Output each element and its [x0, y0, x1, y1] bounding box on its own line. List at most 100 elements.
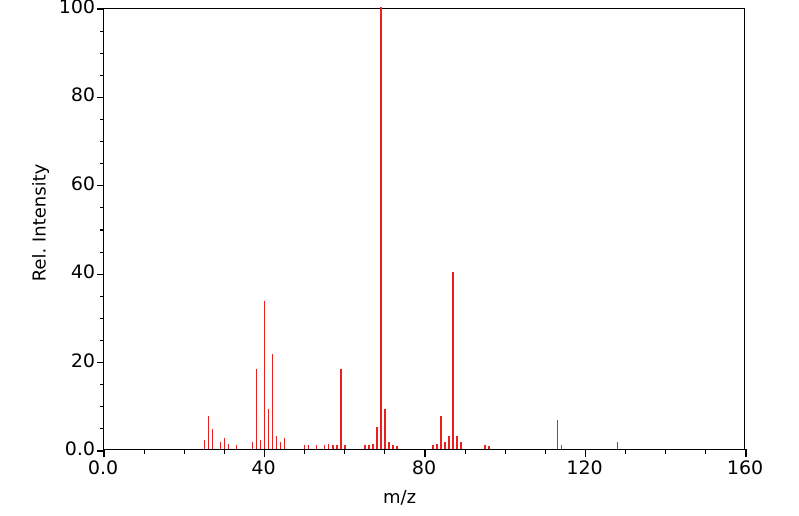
spectrum-peak [211, 429, 214, 449]
y-axis-tick-minor [100, 30, 104, 32]
x-axis-tick-major [103, 449, 105, 457]
spectrum-peak [343, 444, 346, 449]
spectrum-peak [448, 435, 450, 449]
x-axis-tick-minor [504, 449, 506, 454]
spectrum-peak [440, 415, 442, 449]
y-axis-tick-minor [100, 229, 104, 231]
y-axis-tick-major [97, 273, 104, 275]
y-axis-tick-minor [100, 295, 104, 297]
spectrum-peak [235, 445, 238, 449]
spectrum-peak [456, 435, 458, 449]
spectrum-peak [263, 300, 266, 449]
spectrum-peak [335, 445, 338, 449]
y-axis-tick-label: 0.0 [64, 438, 95, 460]
spectrum-peak [376, 426, 378, 449]
y-axis-title-container: Rel. Intensity [18, 0, 51, 460]
x-axis-tick-label: 80 [411, 457, 437, 479]
spectrum-peak [327, 443, 330, 449]
spectrum-peak [364, 445, 366, 449]
spectrum-peak [251, 442, 254, 449]
y-axis-tick-minor [100, 207, 104, 209]
spectrum-peak [368, 444, 370, 449]
x-axis-tick-minor [183, 449, 185, 454]
spectrum-peak [279, 442, 282, 449]
spectrum-peak [396, 446, 398, 449]
y-axis-tick-minor [100, 428, 104, 430]
spectrum-peak [255, 369, 258, 449]
spectrum-peak [307, 444, 310, 449]
spectrum-peak [339, 369, 342, 449]
x-axis-tick-minor [625, 449, 627, 454]
spectrum-peak [452, 272, 454, 449]
spectrum-peak [275, 435, 278, 449]
x-axis-tick-minor [705, 449, 707, 454]
spectrum-peak [227, 443, 230, 449]
spectrum-peak [384, 409, 386, 449]
y-axis-tick-minor [100, 339, 104, 342]
y-axis-labels: 0.0 20 40 60 80 100 [0, 0, 95, 516]
y-axis-tick-label: 20 [70, 349, 95, 372]
y-axis-tick-minor [100, 251, 104, 253]
y-axis-tick-minor [100, 384, 104, 386]
y-axis-title: Rel. Intensity [29, 163, 51, 282]
y-axis-tick-major [97, 96, 104, 99]
spectrum-peak [283, 437, 286, 449]
y-axis-tick-label: 40 [70, 261, 95, 284]
y-axis-tick-major [97, 8, 104, 10]
y-axis-tick-major [97, 450, 104, 452]
x-axis-tick-minor [143, 449, 145, 454]
spectrum-peak [488, 446, 490, 449]
y-axis-tick-minor [100, 118, 104, 121]
spectrum-peak [315, 445, 318, 449]
y-axis-tick-minor [100, 141, 104, 143]
x-axis-tick-major [424, 449, 426, 457]
y-axis-tick-minor [100, 163, 104, 165]
x-axis-tick-label: 120 [566, 457, 603, 479]
spectrum-peak [372, 443, 374, 449]
x-axis-tick-minor [665, 449, 667, 454]
y-axis-tick-minor [100, 74, 104, 76]
x-axis-tick-major [263, 449, 266, 457]
y-axis-tick-label: 100 [58, 0, 95, 18]
y-axis-tick-minor [100, 317, 104, 319]
x-axis-tick-minor [223, 449, 225, 454]
y-axis-tick-minor [100, 406, 104, 408]
spectrum-peak [460, 442, 462, 449]
spectrum-peak [444, 442, 446, 449]
x-axis-tick-label: 160 [726, 457, 764, 479]
spectrum-peak [432, 445, 434, 449]
spectrum-peak [380, 7, 382, 449]
spectrum-peak [323, 444, 326, 449]
spectrum-peak [392, 445, 394, 449]
x-axis-tick-minor [304, 449, 306, 454]
x-axis-tick-minor [464, 449, 466, 454]
x-axis-tick-label: 0.0 [87, 457, 119, 479]
spectrum-peak [203, 440, 206, 449]
spectrum-peak [303, 445, 306, 449]
spectrum-peak [223, 437, 226, 449]
x-axis-tick-minor [384, 449, 386, 454]
peaks-layer [104, 7, 744, 449]
spectrum-peak [388, 442, 390, 449]
x-axis-title: m/z [382, 487, 417, 508]
spectrum-peak [616, 442, 619, 449]
plot-area [97, 7, 747, 457]
y-axis-tick-major [97, 361, 104, 364]
spectrum-peak [331, 444, 334, 449]
y-axis-tick-major [97, 185, 104, 187]
x-axis-tick-label: 40 [251, 457, 276, 479]
x-axis-tick-minor [344, 449, 346, 454]
y-axis-tick-label: 60 [70, 172, 95, 195]
spectrum-peak [556, 420, 559, 449]
y-axis-tick-label: 80 [70, 84, 95, 107]
x-axis-tick-major [584, 449, 587, 457]
spectrum-peak [259, 440, 262, 449]
spectrum-peak [267, 409, 270, 449]
y-axis-tick-minor [100, 52, 104, 54]
spectrum-peak [436, 443, 438, 449]
spectrum-peak [560, 444, 563, 449]
x-axis-tick-minor [544, 449, 546, 454]
spectrum-peak [207, 415, 210, 449]
spectrum-peak [271, 353, 274, 449]
